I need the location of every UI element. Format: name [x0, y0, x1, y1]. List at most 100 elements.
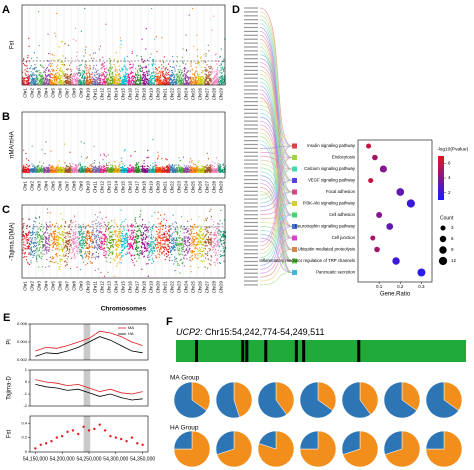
plot-frame	[21, 204, 226, 279]
gene-label-placeholder	[244, 89, 258, 91]
y-axis-label: Pi	[7, 339, 13, 344]
gene-label-placeholder	[244, 7, 258, 9]
sankey-link	[259, 145, 293, 243]
chromosome-label: Chr18	[142, 88, 147, 101]
gene-label-placeholder	[244, 112, 258, 114]
gene-label-placeholder	[244, 69, 258, 71]
gene-label-placeholder	[244, 104, 258, 107]
chromosome-label: Chr28	[212, 88, 217, 101]
chromosome-label: Chr4	[44, 181, 49, 191]
chromosome-label: Chr26	[198, 88, 203, 101]
sankey-link	[259, 203, 293, 262]
gene-label-placeholder	[244, 30, 258, 32]
snp-points	[57, 213, 66, 270]
snp-points	[218, 209, 227, 264]
pie-slice	[425, 381, 459, 419]
chromosome-label: Chr15	[121, 181, 126, 194]
chromosome-label: Chr5	[51, 181, 56, 191]
chromosome-label: Chr23	[177, 281, 182, 294]
chromosome-label: Chr10	[86, 88, 91, 101]
gene-label-placeholder	[244, 276, 258, 278]
snp-points	[218, 38, 227, 85]
chromosome-label: Chr23	[177, 181, 182, 194]
snp-points	[106, 154, 115, 173]
gene-label-placeholder	[244, 260, 258, 263]
snp-points	[211, 219, 219, 266]
chromosome-label: Chr26	[198, 181, 203, 194]
snp-points	[92, 145, 100, 174]
chromosome-label: Chr3	[37, 281, 42, 291]
y-tick-label: 0.006	[17, 321, 28, 326]
gene-label-placeholder	[244, 167, 258, 169]
gene-label-placeholder	[244, 159, 258, 161]
pie-slice	[173, 381, 207, 419]
snp-points	[64, 43, 73, 85]
snp-points	[148, 212, 157, 264]
y-axis-label: πMA/πHA	[10, 131, 16, 158]
snp-points	[50, 150, 58, 174]
gene-label-placeholder	[244, 34, 258, 36]
x-tick-label: 0.1	[376, 284, 383, 289]
point	[77, 432, 80, 436]
snp-points	[204, 44, 212, 86]
snp-points	[71, 27, 79, 85]
dot	[417, 268, 426, 277]
snp-points	[183, 14, 192, 86]
chromosome-label: Chr29	[219, 281, 224, 294]
sankey-link	[259, 15, 293, 170]
pathway-box	[292, 258, 297, 264]
pathway-box	[292, 212, 297, 218]
snp-points	[183, 156, 191, 174]
chromosome-label: Chr9	[79, 181, 84, 191]
pie-slice	[173, 430, 193, 450]
point	[60, 434, 64, 438]
point	[82, 425, 85, 428]
point	[109, 434, 112, 438]
sankey-link	[259, 260, 293, 282]
snp-points	[71, 215, 79, 268]
pathway-label: Neurotrophin signaling pathway	[295, 224, 356, 229]
exon	[264, 340, 268, 362]
snp-points	[141, 28, 149, 86]
highlight-band	[83, 416, 91, 452]
snp-points	[57, 41, 65, 85]
chromosome-label: Chr3	[37, 88, 42, 98]
snp-points	[197, 216, 205, 268]
snp-points	[176, 48, 184, 85]
snp-points	[134, 55, 142, 85]
chromosome-label: Chr10	[86, 281, 91, 294]
pathway-box	[292, 189, 297, 195]
chromosome-label: Chr20	[156, 281, 161, 294]
gene-label-placeholder	[244, 249, 258, 251]
y-tick-label: 0	[25, 449, 28, 454]
chromosome-label: Chr22	[170, 281, 175, 294]
x-axis-label: Gene.Ratio	[380, 292, 411, 298]
plot-frame	[29, 323, 149, 361]
dot	[396, 188, 405, 196]
snp-points	[64, 219, 73, 270]
chromosome-label: Chr12	[100, 281, 105, 294]
chromosome-label: Chr5	[51, 281, 56, 291]
series-line	[35, 384, 143, 401]
sankey-link	[259, 249, 293, 278]
size-legend-label: 9	[451, 247, 454, 252]
sankey-link	[259, 168, 293, 251]
gene-label-placeholder	[244, 26, 258, 29]
pathway-box	[292, 235, 297, 241]
snp-points	[162, 213, 171, 261]
y-axis-label: -Tajima.D(MA)	[10, 222, 16, 260]
gene-label-placeholder	[244, 15, 258, 17]
gene-label-placeholder	[244, 268, 258, 270]
point	[39, 443, 42, 446]
chromosome-label: Chr15	[121, 88, 126, 101]
chromosome-label: Chr6	[58, 281, 63, 291]
snp-points	[29, 52, 38, 86]
gene-label-placeholder	[244, 93, 258, 95]
snp-points	[36, 149, 45, 173]
chromosome-label: Chr20	[156, 181, 161, 194]
sankey-link	[259, 155, 293, 170]
highlight-band	[83, 370, 91, 406]
snp-points	[113, 37, 121, 85]
snp-points	[36, 216, 44, 268]
size-legend-label: 3	[451, 225, 454, 230]
